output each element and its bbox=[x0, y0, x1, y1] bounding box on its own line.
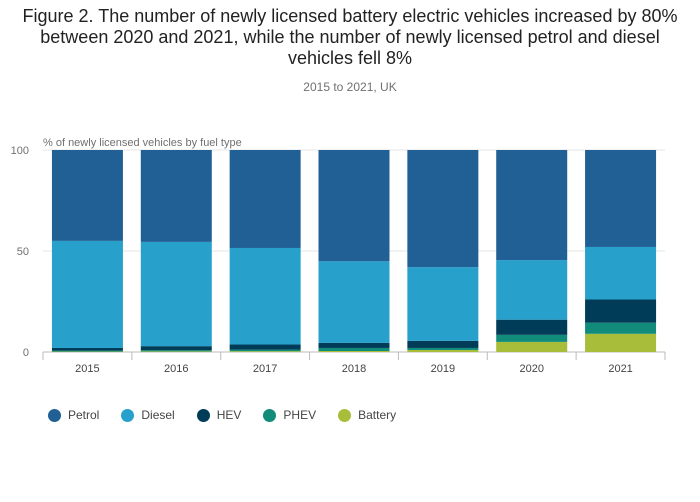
bar-hev-2015[interactable] bbox=[51, 347, 123, 351]
bar-phev-2017[interactable] bbox=[229, 349, 301, 352]
x-tick-label: 2018 bbox=[342, 363, 366, 375]
bar-petrol-2016[interactable] bbox=[140, 150, 212, 242]
y-tick-label: 50 bbox=[17, 246, 29, 258]
legend-item-petrol[interactable]: Petrol bbox=[48, 408, 99, 422]
legend-item-battery[interactable]: Battery bbox=[338, 408, 396, 422]
y-axis-title: % of newly licensed vehicles by fuel typ… bbox=[43, 137, 242, 149]
bar-hev-2021[interactable] bbox=[585, 299, 657, 323]
legend-swatch-icon bbox=[48, 408, 61, 422]
bar-hev-2017[interactable] bbox=[229, 344, 301, 350]
bar-petrol-2019[interactable] bbox=[407, 150, 479, 268]
bar-diesel-2018[interactable] bbox=[318, 261, 390, 343]
chart-subtitle: 2015 to 2021, UK bbox=[303, 80, 397, 94]
legend-swatch-icon bbox=[196, 408, 210, 422]
bar-petrol-2020[interactable] bbox=[496, 150, 568, 261]
bar-phev-2021[interactable] bbox=[585, 322, 657, 334]
x-tick-label: 2016 bbox=[164, 363, 188, 375]
bar-battery-2020[interactable] bbox=[496, 341, 568, 352]
stacked-bar-chart: % of newly licensed vehicles by fuel typ… bbox=[11, 137, 666, 375]
bar-hev-2019[interactable] bbox=[407, 340, 479, 348]
bar-battery-2017[interactable] bbox=[229, 351, 301, 352]
legend-swatch-icon bbox=[121, 408, 135, 422]
y-tick-label: 0 bbox=[23, 347, 29, 359]
bar-petrol-2018[interactable] bbox=[318, 150, 390, 262]
bar-hev-2020[interactable] bbox=[496, 319, 568, 335]
bar-phev-2020[interactable] bbox=[496, 334, 568, 342]
x-tick-label: 2019 bbox=[431, 363, 455, 375]
x-tick-label: 2015 bbox=[75, 363, 99, 375]
legend-label: HEV bbox=[216, 408, 242, 422]
bar-hev-2016[interactable] bbox=[140, 346, 212, 351]
legend-item-hev[interactable]: HEV bbox=[196, 408, 242, 422]
chart-legend: Petrol Diesel HEV PHEV Battery bbox=[48, 408, 418, 422]
bar-phev-2015[interactable] bbox=[51, 350, 123, 352]
bar-petrol-2015[interactable] bbox=[51, 150, 123, 241]
y-tick-label: 100 bbox=[11, 145, 29, 157]
bar-battery-2016[interactable] bbox=[140, 351, 212, 352]
bar-phev-2019[interactable] bbox=[407, 347, 479, 350]
bar-battery-2019[interactable] bbox=[407, 349, 479, 352]
legend-label: Petrol bbox=[68, 408, 100, 422]
bar-hev-2018[interactable] bbox=[318, 342, 390, 348]
bar-diesel-2019[interactable] bbox=[407, 267, 479, 341]
legend-swatch-icon bbox=[338, 408, 352, 422]
bar-petrol-2017[interactable] bbox=[229, 150, 301, 248]
x-tick-label: 2017 bbox=[253, 363, 277, 375]
legend-label: Battery bbox=[358, 408, 397, 422]
x-tick-label: 2021 bbox=[608, 363, 632, 375]
legend-item-diesel[interactable]: Diesel bbox=[121, 408, 175, 422]
bar-diesel-2016[interactable] bbox=[140, 241, 212, 347]
legend-label: Diesel bbox=[141, 408, 175, 422]
bar-diesel-2017[interactable] bbox=[229, 247, 301, 345]
legend-item-phev[interactable]: PHEV bbox=[263, 408, 316, 422]
x-tick-label: 2020 bbox=[519, 363, 543, 375]
legend-label: PHEV bbox=[283, 408, 317, 422]
bar-battery-2021[interactable] bbox=[585, 333, 657, 352]
bar-phev-2018[interactable] bbox=[318, 347, 390, 351]
legend-swatch-icon bbox=[263, 408, 277, 422]
chart-title: Figure 2. The number of newly licensed b… bbox=[22, 6, 678, 68]
bar-diesel-2021[interactable] bbox=[585, 246, 657, 300]
bar-diesel-2020[interactable] bbox=[496, 260, 568, 320]
bar-battery-2018[interactable] bbox=[318, 350, 390, 352]
bar-phev-2016[interactable] bbox=[140, 350, 212, 352]
bar-diesel-2015[interactable] bbox=[51, 240, 123, 348]
bar-petrol-2021[interactable] bbox=[585, 150, 657, 247]
